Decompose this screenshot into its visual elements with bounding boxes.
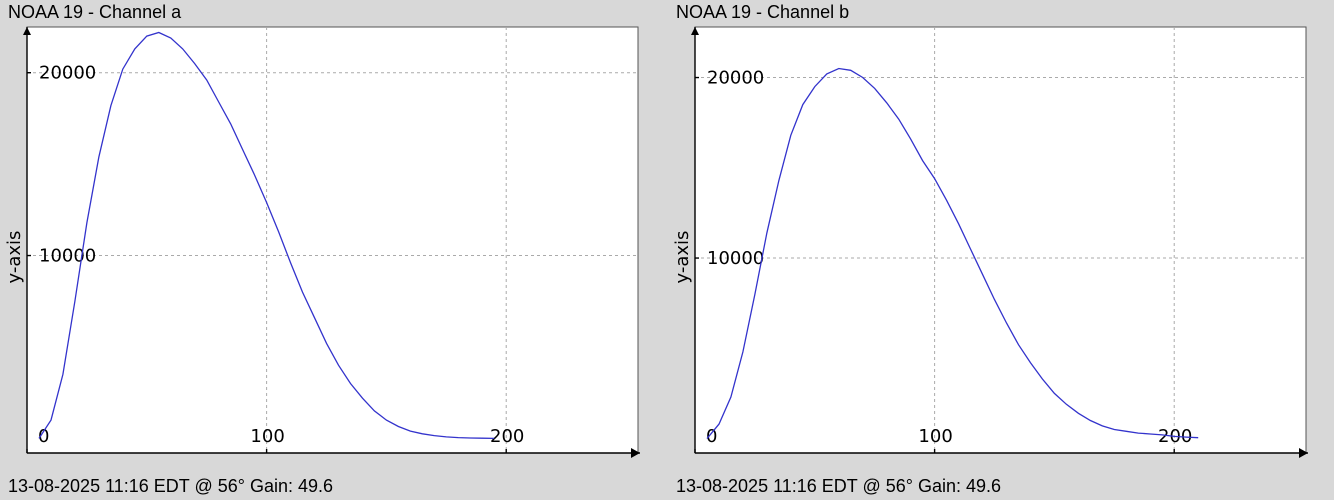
y-tick-label: 10000 bbox=[707, 248, 764, 269]
x-axis-arrow bbox=[1299, 448, 1308, 458]
chart-panel-a: NOAA 19 - Channel a 0 100 200 10000 20000 y-a… bbox=[0, 0, 640, 500]
x-tick-label: 0 bbox=[706, 426, 717, 447]
y-axis-title: y-axis bbox=[672, 231, 693, 284]
chart-a: 0 100 200 10000 20000 y-axis bbox=[4, 26, 640, 458]
y-tick-label: 20000 bbox=[707, 68, 764, 89]
y-axis-arrow bbox=[691, 27, 699, 35]
x-tick-label: 100 bbox=[918, 426, 952, 447]
chart-title: NOAA 19 - Channel a bbox=[8, 2, 182, 22]
chart-title: NOAA 19 - Channel b bbox=[676, 2, 850, 22]
chart-panel-b: NOAA 19 - Channel b 0 100 200 10000 20000 y-a… bbox=[668, 0, 1308, 500]
y-tick-label: 20000 bbox=[39, 63, 96, 84]
y-tick-label: 10000 bbox=[39, 246, 96, 267]
plot-area bbox=[694, 26, 1307, 454]
y-axis-title: y-axis bbox=[4, 231, 25, 284]
x-tick-label: 0 bbox=[38, 426, 49, 447]
plot-area bbox=[26, 26, 639, 454]
x-tick-label: 200 bbox=[490, 426, 524, 447]
x-tick-label: 100 bbox=[250, 426, 284, 447]
series-line bbox=[38, 31, 495, 440]
chart-footer-status: 13-08-2025 11:16 EDT @ 56° Gain: 49.6 bbox=[8, 476, 334, 496]
x-axis-arrow bbox=[631, 448, 640, 458]
series-line bbox=[706, 67, 1199, 440]
y-axis-arrow bbox=[23, 27, 31, 35]
chart-footer-status: 13-08-2025 11:16 EDT @ 56° Gain: 49.6 bbox=[676, 476, 1002, 496]
